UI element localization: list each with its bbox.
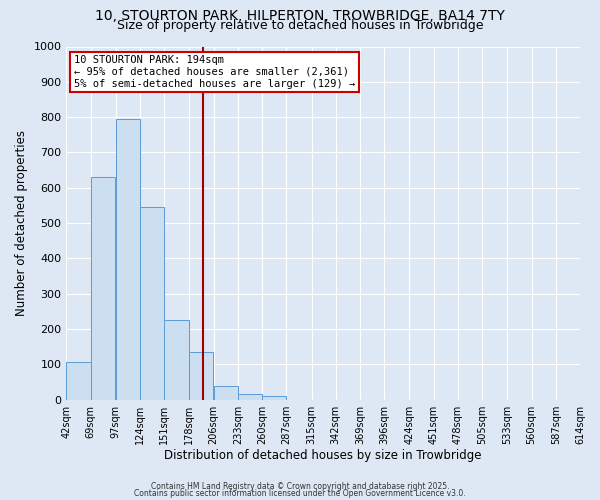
Text: 10 STOURTON PARK: 194sqm
← 95% of detached houses are smaller (2,361)
5% of semi: 10 STOURTON PARK: 194sqm ← 95% of detach… (74, 56, 355, 88)
Bar (116, 119, 140, 400)
Bar (262, 396, 286, 400)
Bar (164, 320, 188, 400)
Text: Contains HM Land Registry data © Crown copyright and database right 2025.: Contains HM Land Registry data © Crown c… (151, 482, 449, 491)
Text: 10, STOURTON PARK, HILPERTON, TROWBRIDGE, BA14 7TY: 10, STOURTON PARK, HILPERTON, TROWBRIDGE… (95, 9, 505, 23)
Text: Contains public sector information licensed under the Open Government Licence v3: Contains public sector information licen… (134, 488, 466, 498)
Bar (67, 362, 91, 400)
Y-axis label: Number of detached properties: Number of detached properties (15, 130, 28, 316)
Bar (91, 177, 115, 400)
Bar (238, 394, 262, 400)
X-axis label: Distribution of detached houses by size in Trowbridge: Distribution of detached houses by size … (164, 450, 482, 462)
Bar (140, 207, 164, 400)
Text: Size of property relative to detached houses in Trowbridge: Size of property relative to detached ho… (117, 19, 483, 32)
Bar (214, 386, 238, 400)
Bar (188, 352, 213, 400)
